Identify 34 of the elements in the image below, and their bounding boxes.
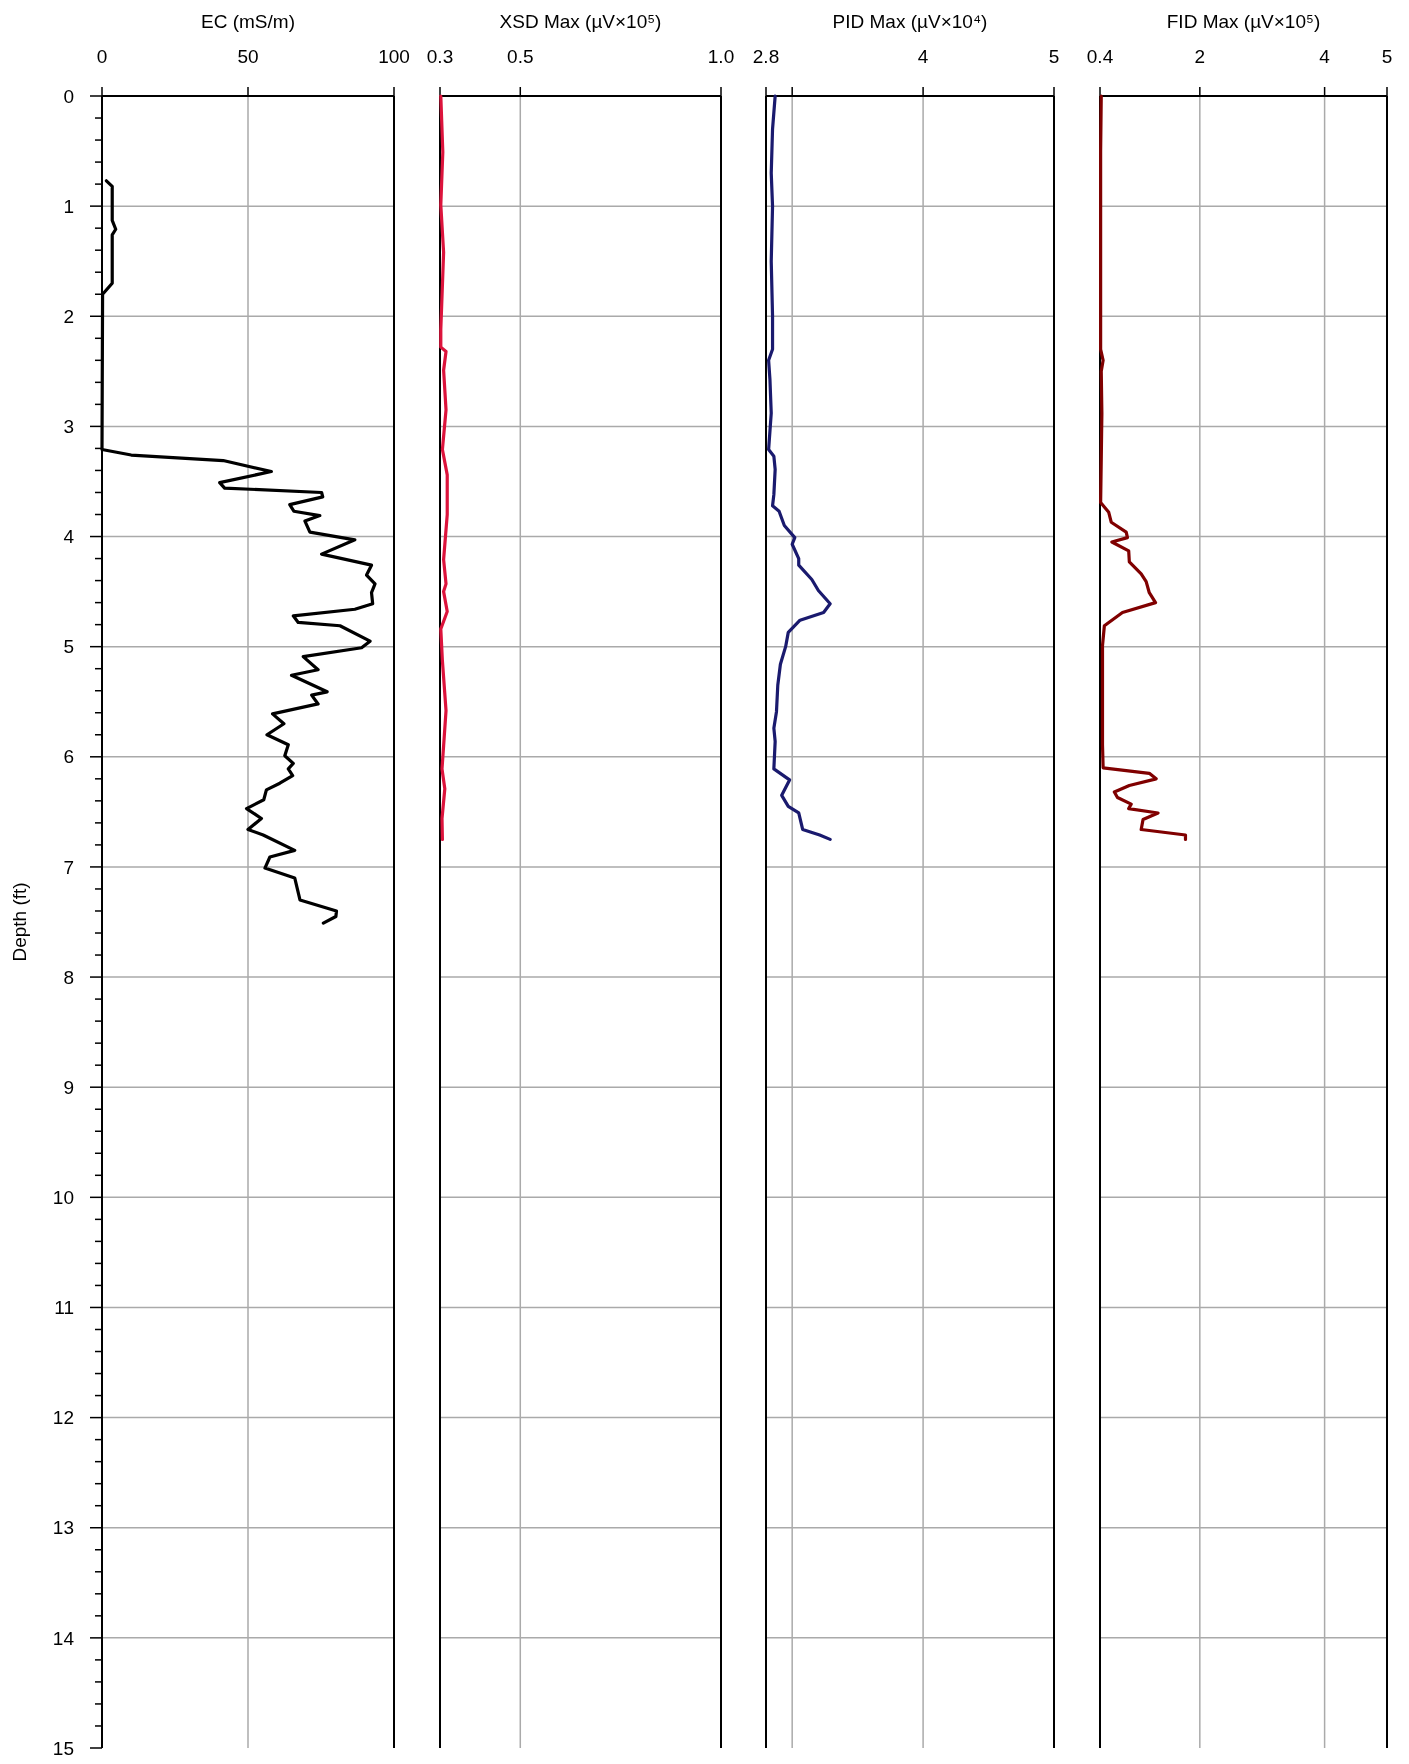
chart-title: XSD Max (µV×10⁵)	[499, 11, 662, 32]
y-tick-label: 5	[63, 636, 74, 658]
x-tick-label: 0.3	[426, 46, 454, 67]
y-tick-label: 7	[63, 856, 74, 878]
y-tick-label: 15	[52, 1737, 74, 1759]
chart-title: EC (mS/m)	[201, 11, 295, 32]
x-tick-label: 0.4	[1086, 46, 1114, 67]
y-tick-label: 11	[54, 1297, 74, 1319]
x-tick-label: 2	[1194, 46, 1206, 67]
x-tick-label: 4	[917, 46, 929, 67]
y-tick-label: 2	[63, 305, 74, 327]
y-tick-label: 9	[63, 1076, 74, 1098]
y-tick-label: 0	[63, 85, 74, 107]
x-tick-label: 5	[1048, 46, 1060, 67]
chart-title: FID Max (µV×10⁵)	[1166, 11, 1321, 32]
y-tick-label: 12	[52, 1407, 74, 1429]
x-tick-label: 5	[1381, 46, 1393, 67]
x-tick-label: 0	[96, 46, 108, 67]
x-tick-label: 4	[1319, 46, 1331, 67]
y-tick-label: 14	[52, 1627, 75, 1649]
x-tick-label: 50	[237, 46, 259, 67]
x-tick-label: 1.0	[707, 46, 735, 67]
x-tick-label: 2.8	[752, 46, 780, 67]
x-tick-label: 0.5	[507, 46, 534, 67]
y-tick-label: 13	[52, 1517, 74, 1539]
y-tick-label: 10	[52, 1186, 74, 1208]
y-tick-label: 3	[63, 416, 74, 438]
y-tick-label: 6	[63, 746, 74, 768]
y-tick-label: 8	[63, 966, 74, 988]
x-tick-label: 100	[378, 46, 410, 67]
y-tick-label: 4	[63, 526, 75, 548]
y-axis-title: Depth (ft)	[9, 882, 30, 962]
y-tick-label: 1	[63, 195, 74, 217]
chart-title: PID Max (µV×10⁴)	[832, 11, 988, 32]
